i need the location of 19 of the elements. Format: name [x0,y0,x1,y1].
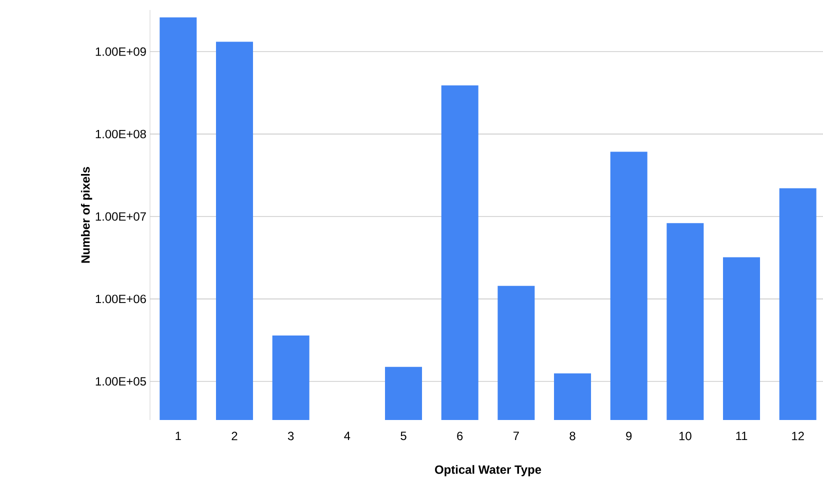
x-tick-label: 5 [400,432,406,440]
x-axis-title: Optical Water Type [435,465,542,476]
x-tick-label: 12 [792,432,804,440]
y-tick-label: 1.00E+06 [96,294,146,304]
x-tick-label: 7 [513,432,519,440]
x-tick-label: 4 [344,432,350,440]
x-tick-label: 9 [626,432,632,440]
x-tick-label: 3 [288,432,294,440]
x-tick-label: 6 [457,432,463,440]
y-tick-label: 1.00E+05 [96,377,146,386]
x-tick-label: 11 [736,432,748,440]
x-tick-label: 10 [679,432,692,440]
x-tick-label: 1 [176,432,181,440]
x-tick-label: 2 [232,432,238,440]
x-tick-label: 8 [570,432,576,440]
y-axis-title: Number of pixels [80,167,92,263]
y-tick-label: 1.00E+07 [96,212,146,221]
y-tick-label: 1.00E+09 [96,47,146,56]
y-tick-label: 1.00E+08 [96,130,146,138]
